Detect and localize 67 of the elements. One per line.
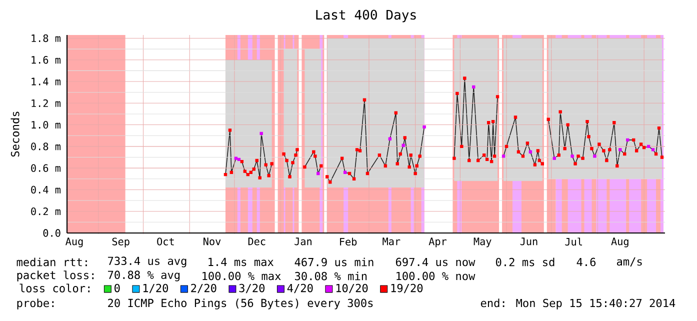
y-tick-label: 1.6 m: [32, 56, 60, 64]
text: am/s: [616, 257, 642, 267]
legend-label: 0: [114, 284, 120, 292]
text: 70.88 % avg: [108, 270, 180, 282]
x-tick-label: Feb: [340, 238, 357, 246]
text: 697.4 us now: [396, 258, 476, 266]
legend-label: 4/20: [287, 284, 313, 294]
x-tick-label: Jun: [520, 238, 538, 246]
y-tick-label: 0.2 m: [31, 208, 60, 216]
legend-label: 10/20: [336, 284, 368, 294]
x-tick-label: Mar: [382, 238, 400, 246]
text: 733.4 us avg: [108, 256, 186, 268]
point: [343, 170, 347, 174]
point: [502, 154, 506, 158]
text: 1.4 ms max: [208, 258, 274, 266]
point: [388, 137, 392, 140]
x-tick-label: Jan: [294, 238, 312, 246]
text: 30.08 % min: [295, 272, 367, 280]
point: [402, 144, 405, 147]
legend-label: 19/20: [391, 284, 423, 294]
text: probe:: [17, 298, 54, 310]
legend-label: 1/20: [143, 284, 168, 294]
text: median rtt:: [16, 258, 87, 266]
point: [570, 154, 574, 158]
point: [234, 156, 238, 160]
y-tick-label: 0.6 m: [31, 164, 60, 172]
text: 4.6: [576, 258, 596, 266]
x-tick-label: Nov: [204, 238, 221, 246]
y-tick-label: 1.8 m: [32, 34, 60, 42]
point: [472, 85, 476, 89]
text: end: Mon Sep 15 15:40:27 2014: [480, 298, 676, 310]
text: 20 ICMP Echo Pings (56 Bytes) every 300s: [108, 298, 373, 310]
x-tick-label: Dec: [248, 238, 266, 246]
y-tick-label: 1.2 m: [32, 99, 60, 107]
point: [651, 148, 655, 152]
x-tick-label: May: [474, 238, 492, 248]
point: [422, 125, 426, 129]
point: [552, 156, 556, 160]
y-tick-label: 1.4 m: [32, 78, 60, 86]
point: [626, 138, 630, 142]
x-tick-label: Apr: [428, 238, 447, 248]
legend-label: 3/20: [239, 284, 265, 294]
y-tick-label: 0.0: [43, 229, 60, 237]
point: [237, 158, 241, 162]
chart-title: Last 400 Days: [316, 10, 416, 22]
x-tick-label: Aug: [611, 238, 628, 248]
y-tick-label: 1.0 m: [32, 120, 60, 129]
point: [618, 148, 622, 152]
text: packet loss:: [17, 270, 94, 282]
point: [316, 172, 320, 176]
text: 100.00 % max: [202, 272, 281, 280]
text: 0.2 ms sd: [496, 258, 554, 266]
text: 100.00 % now: [396, 272, 476, 280]
x-tick-label: Sep: [112, 238, 130, 248]
x-tick-label: Oct: [157, 238, 174, 246]
point: [528, 150, 532, 154]
y-tick-label: 0.4 m: [31, 186, 60, 194]
point: [260, 132, 263, 136]
legend-title: loss color:: [20, 284, 90, 292]
y-axis-title: Seconds: [10, 112, 20, 157]
legend-label: 2/20: [191, 284, 216, 294]
y-tick-label: 0.8 m: [31, 142, 60, 150]
point: [646, 144, 650, 148]
x-tick-label: Jul: [565, 238, 582, 246]
x-tick-label: Aug: [66, 238, 83, 248]
text: 467.9 us min: [294, 258, 374, 266]
point: [593, 154, 596, 158]
